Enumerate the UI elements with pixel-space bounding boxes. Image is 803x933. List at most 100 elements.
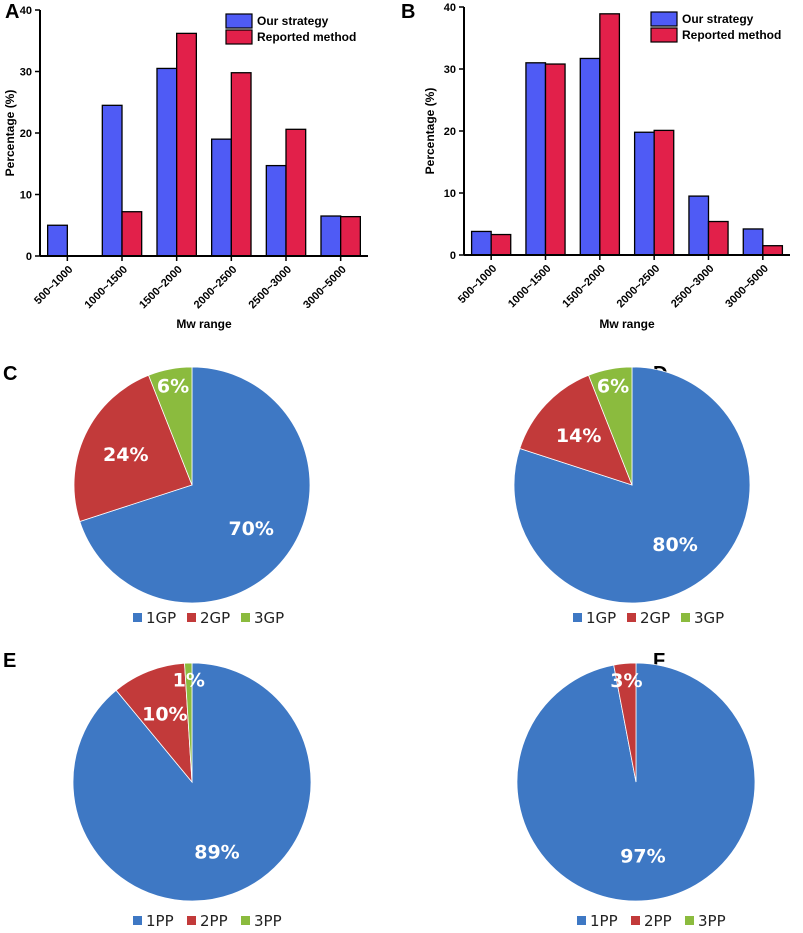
legend-swatch-2PP (187, 916, 196, 925)
x-tick-label: 3000~5000 (723, 263, 771, 311)
legend-swatch-3PP (241, 916, 250, 925)
bar-chart-A: A 0 10 20 30 40 500~1000 1000~1500 1500~2000 2000… (3, 1, 368, 331)
legend-label-1PP: 1PP (146, 912, 174, 930)
bar-chart-B: B 0 10 20 30 40 500~1000 1000~1500 1500~2000 2000… (401, 1, 790, 331)
y-axis-label: Percentage (%) (423, 88, 437, 175)
panel-letter: A (5, 1, 19, 23)
legend: Our strategy Reported method (650, 11, 781, 43)
bar-our-strategy-1500~2000 (156, 67, 178, 257)
legend-swatch-reported-method (650, 27, 678, 43)
legend: Our strategy Reported method (225, 13, 356, 45)
y-tick-label: 40 (444, 2, 456, 14)
pie-label-3GP: 6% (597, 375, 629, 397)
y-tick-label: 0 (26, 251, 32, 263)
legend-swatch-3PP (685, 916, 694, 925)
bar-our-strategy-2000~2500 (633, 131, 655, 256)
legend-swatch-our-strategy (225, 13, 253, 29)
pie-label-1GP: 80% (652, 534, 697, 556)
legend-label: Our strategy (257, 14, 329, 28)
bar-reported-method-2000~2500 (653, 129, 675, 256)
legend-swatch-2GP (627, 613, 636, 622)
pie-label-1PP: 97% (620, 845, 665, 867)
pie-legend: 1PP 2PP 3PP (577, 912, 726, 930)
legend-swatch-1GP (133, 613, 142, 622)
bar-reported-method-2500~3000 (285, 128, 307, 257)
pie-slice-1GP (513, 366, 751, 604)
legend-swatch-1GP (573, 613, 582, 622)
legend-label-3GP: 3GP (254, 609, 284, 627)
bar-reported-method-2000~2500 (230, 72, 252, 257)
pie-label-1GP: 70% (228, 518, 273, 540)
legend-label: Our strategy (682, 12, 754, 26)
legend-swatch-our-strategy (650, 11, 678, 27)
y-tick-label: 0 (450, 250, 456, 262)
pie-slice-3PP (184, 662, 193, 783)
pie-label-2PP: 3% (610, 670, 642, 692)
pie-label-3GP: 6% (157, 375, 189, 397)
legend-label-3PP: 3PP (254, 912, 282, 930)
pie-chart-F: F97%3%1PP 2PP 3PP (516, 650, 756, 930)
bar-reported-method-1000~1500 (544, 63, 566, 256)
legend-label-2GP: 2GP (640, 609, 670, 627)
legend-swatch-reported-method (225, 29, 253, 45)
x-tick-label: 1000~1500 (506, 263, 554, 311)
x-axis-label: Mw range (176, 317, 232, 331)
pie-slice-3GP (588, 366, 633, 486)
y-tick-label: 40 (20, 5, 32, 17)
bar-our-strategy-2500~3000 (265, 164, 287, 257)
y-tick-label: 10 (20, 190, 32, 202)
x-tick-label: 500~1000 (456, 263, 499, 306)
y-axis-label: Percentage (%) (3, 90, 17, 177)
legend-swatch-1PP (133, 916, 142, 925)
pie-legend: 1GP 2GP 3GP (133, 609, 284, 627)
x-tick-label: 2000~2500 (615, 263, 663, 311)
x-tick-label: 3000~5000 (301, 264, 349, 312)
legend-label: Reported method (257, 30, 356, 44)
pie-slice-2PP (115, 662, 193, 784)
legend-label-2GP: 2GP (200, 609, 230, 627)
y-tick-label: 10 (444, 188, 456, 200)
panel-letter: E (3, 650, 16, 672)
bar-reported-method-500~1000 (490, 233, 512, 256)
pie-slice-1GP (79, 366, 311, 604)
pie-label-1PP: 89% (194, 841, 239, 863)
x-tick-label: 1500~2000 (137, 264, 185, 312)
legend-label-1PP: 1PP (590, 912, 618, 930)
y-tick-label: 30 (20, 67, 32, 79)
legend-label-3PP: 3PP (698, 912, 726, 930)
bar-reported-method-3000~5000 (340, 215, 361, 257)
bar-our-strategy-2000~2500 (211, 138, 232, 257)
pie-slice-3GP (148, 366, 193, 486)
x-axis-label: Mw range (599, 317, 655, 331)
x-tick-label: 2000~2500 (192, 264, 240, 312)
bar-our-strategy-500~1000 (47, 224, 68, 257)
y-tick-label: 30 (444, 64, 456, 76)
bar-our-strategy-3000~5000 (742, 228, 764, 256)
pie-label-2PP: 10% (142, 703, 187, 725)
legend-swatch-3GP (681, 613, 690, 622)
legend-label-3GP: 3GP (694, 609, 724, 627)
bar-reported-method-1000~1500 (121, 211, 143, 257)
bar-our-strategy-500~1000 (470, 230, 492, 256)
bar-our-strategy-1500~2000 (579, 57, 601, 256)
pie-slice-2PP (613, 662, 637, 783)
pie-label-2GP: 14% (556, 425, 601, 447)
x-tick-label: 2500~3000 (246, 264, 294, 312)
legend-swatch-2PP (631, 916, 640, 925)
y-tick-label: 20 (20, 128, 32, 140)
pie-slice-2GP (519, 374, 633, 486)
bar-reported-method-2500~3000 (707, 220, 729, 256)
legend-swatch-3GP (241, 613, 250, 622)
bar-our-strategy-2500~3000 (688, 195, 710, 256)
legend-label-2PP: 2PP (200, 912, 228, 930)
pie-label-3PP: 1% (173, 670, 205, 692)
legend-swatch-2GP (187, 613, 196, 622)
bar-our-strategy-1000~1500 (101, 104, 123, 257)
pie-label-2GP: 24% (103, 444, 148, 466)
bar-reported-method-3000~5000 (762, 245, 784, 256)
legend-label-2PP: 2PP (644, 912, 672, 930)
bar-reported-method-1500~2000 (599, 13, 621, 256)
bar-our-strategy-3000~5000 (320, 215, 342, 257)
pie-legend: 1GP 2GP 3GP (573, 609, 724, 627)
